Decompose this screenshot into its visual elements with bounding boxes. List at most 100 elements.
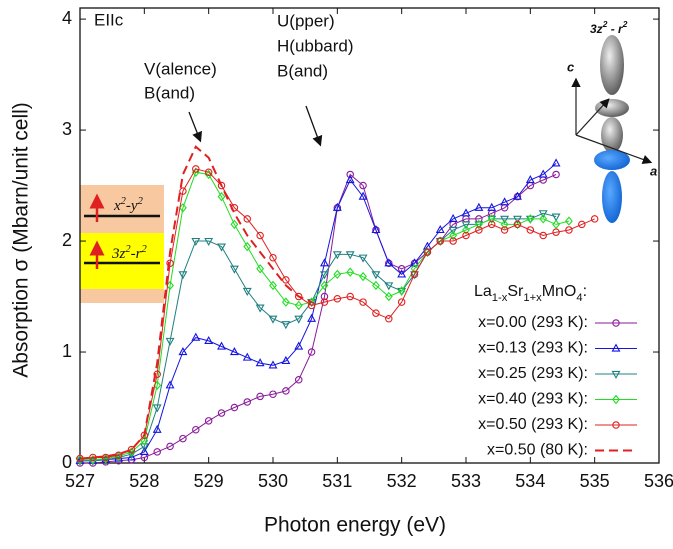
legend-label: x=0.40 (293 K): (478, 391, 588, 408)
y-tick-label: 3 (62, 119, 72, 139)
data-point (139, 446, 149, 456)
text-part: 3z (590, 22, 603, 36)
y-tick-label: 2 (62, 230, 72, 250)
data-point (448, 226, 458, 235)
data-point (500, 197, 510, 206)
data-point (449, 237, 457, 245)
legend-label: x=0.00 (293 K): (478, 314, 588, 331)
data-point (217, 191, 226, 202)
data-point (269, 280, 277, 291)
data-point (243, 398, 252, 406)
legend-label: x=0.50 (293 K): (478, 416, 588, 433)
series-line (80, 173, 557, 464)
data-point (127, 452, 136, 461)
data-point (423, 248, 432, 256)
data-point (384, 291, 393, 302)
data-point (229, 265, 239, 274)
data-point (539, 214, 548, 224)
data-point (281, 297, 290, 307)
text-part: 4 (576, 292, 582, 304)
data-point (384, 282, 394, 291)
x-tick-label: 533 (451, 471, 481, 491)
data-point (204, 237, 214, 247)
annotation: U(pper) (277, 11, 335, 30)
data-point (345, 175, 355, 184)
data-point (513, 219, 522, 230)
data-point (384, 258, 394, 267)
data-point (152, 424, 162, 433)
data-point (217, 243, 226, 252)
data-point (346, 292, 354, 301)
text-part: 2 (125, 244, 131, 255)
data-point (487, 220, 496, 229)
data-point (539, 231, 547, 240)
data-point (307, 301, 316, 310)
y-tick-label: 0 (62, 452, 72, 472)
data-point (448, 213, 458, 222)
data-point (345, 251, 355, 260)
legend-label: x=0.50 (80 K): (487, 442, 588, 459)
data-point (192, 425, 200, 434)
data-point (165, 380, 175, 389)
rich-text: 3z2-r2 (111, 244, 147, 263)
data-point (462, 231, 470, 240)
orbital-inset: c a (567, 35, 657, 223)
data-point (397, 286, 406, 296)
text-part: -r (131, 246, 142, 262)
series-line (79, 168, 595, 460)
data-point (449, 230, 458, 241)
data-point (320, 298, 329, 306)
annotation-arrow (188, 111, 202, 143)
data-point (333, 295, 342, 303)
text-part: 1+x (523, 292, 542, 304)
data-point (397, 265, 406, 273)
x-tick-label: 535 (580, 471, 610, 491)
data-point (359, 271, 367, 282)
x-tick-label: 528 (129, 471, 159, 491)
axis-label: a (650, 163, 657, 178)
data-point (372, 280, 380, 291)
data-point (526, 214, 535, 224)
data-point (256, 392, 264, 401)
data-point (204, 335, 214, 345)
data-point (346, 267, 355, 277)
data-point (294, 292, 303, 301)
text-part: : (583, 283, 587, 300)
data-point (269, 390, 277, 398)
rich-text: 3z2 - r2 (590, 19, 628, 36)
data-point (179, 203, 187, 213)
text-part: -y (126, 198, 138, 214)
text-part: x (113, 198, 121, 214)
data-point (268, 360, 278, 369)
data-point (359, 298, 367, 306)
data-point (178, 271, 188, 280)
x-tick-label: 531 (322, 471, 352, 491)
text-part: - r (607, 22, 624, 36)
panel-label: EIIc (94, 10, 124, 29)
data-point (474, 219, 483, 230)
text-part: MnO (542, 283, 577, 300)
text-part: 2 (121, 196, 127, 207)
data-point (435, 237, 445, 247)
data-point (204, 168, 213, 176)
y-axis-label: Absorption σ (Mbarn/unit cell) (10, 102, 33, 378)
x-tick-label: 532 (387, 471, 417, 491)
annotation: B(and) (277, 61, 328, 80)
data-point (332, 251, 342, 260)
legend-marker (611, 370, 621, 379)
data-point (397, 298, 406, 306)
data-point (551, 158, 561, 167)
data-point (359, 181, 367, 190)
data-point (153, 370, 161, 378)
data-point (269, 253, 277, 262)
text-part: La (474, 283, 492, 300)
data-point (475, 226, 483, 234)
data-point (307, 313, 317, 322)
axis-arrow (575, 134, 653, 165)
data-point (230, 219, 239, 230)
data-point (410, 270, 419, 279)
data-point (538, 169, 548, 178)
x-tick-label: 534 (515, 471, 545, 491)
data-point (127, 445, 136, 454)
data-point (332, 202, 342, 211)
